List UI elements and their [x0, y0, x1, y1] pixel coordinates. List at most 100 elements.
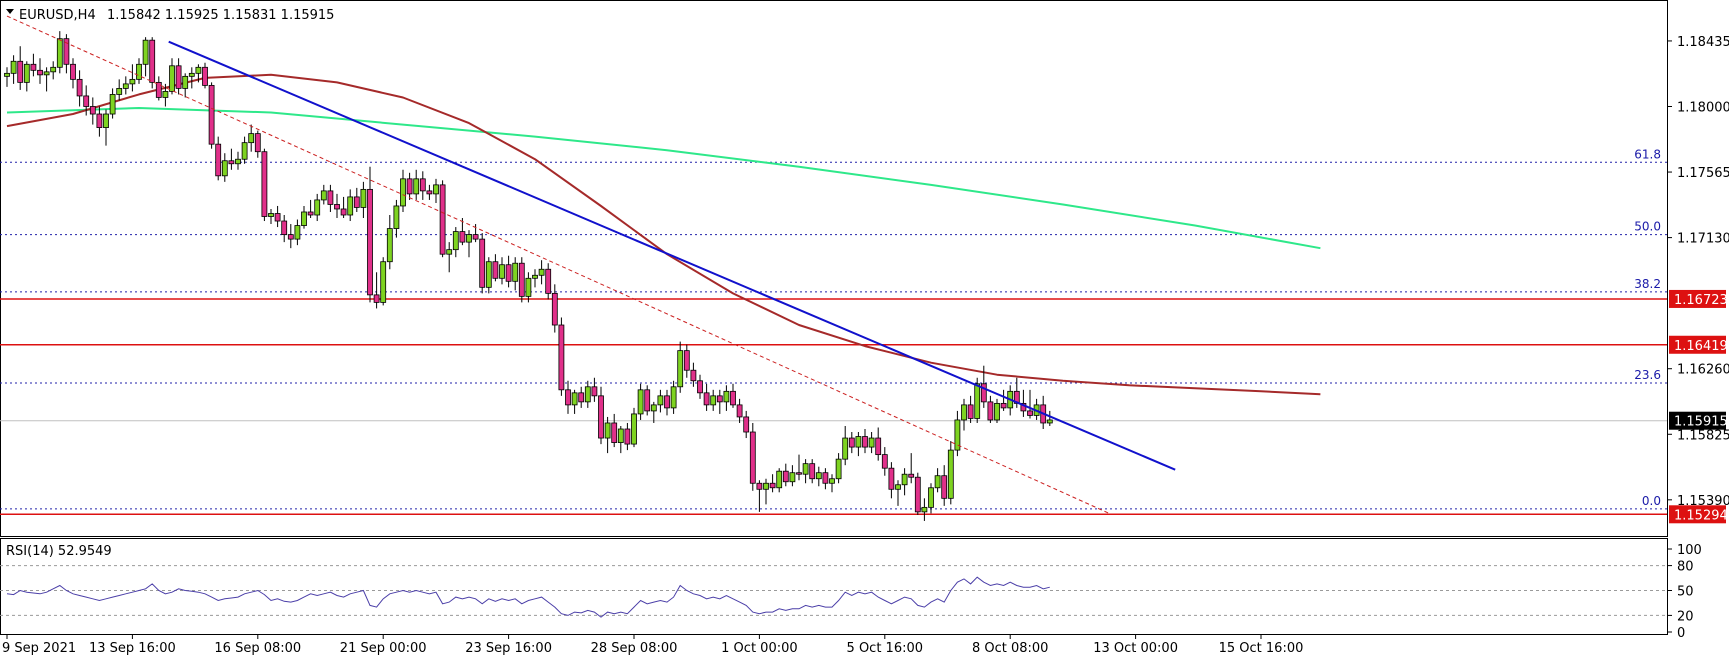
bear-candle-body: [578, 392, 585, 403]
time-tick-label: 28 Sep 08:00: [591, 641, 678, 656]
candle: [928, 483, 934, 514]
bull-candle-body: [776, 470, 783, 489]
candle: [532, 269, 538, 288]
candle: [314, 193, 321, 222]
candle: [571, 389, 578, 414]
candle: [683, 344, 690, 378]
candle: [406, 172, 413, 200]
bear-candle-body: [228, 160, 235, 165]
candle: [835, 453, 842, 484]
bear-candle-body: [426, 190, 433, 195]
price-level-tag: 1.15294: [1669, 505, 1728, 524]
bull-candle-body: [294, 225, 301, 240]
ohlc-label: 1.15842 1.15925 1.15831 1.15915: [107, 8, 334, 23]
bear-candle-body: [70, 63, 76, 80]
candle: [109, 88, 116, 119]
candle: [63, 34, 70, 74]
bull-candle-body: [248, 133, 255, 144]
rsi-tick-label: 50: [1677, 585, 1694, 600]
bull-candle-body: [928, 487, 934, 508]
candle: [202, 62, 208, 89]
candle: [749, 422, 756, 491]
fib-level-label: 23.6: [1634, 368, 1661, 382]
candle: [261, 148, 268, 222]
candle: [367, 166, 373, 303]
bull-candle-body: [188, 72, 195, 77]
bull-candle-body: [393, 205, 400, 229]
price-level-tag-label: 1.15294: [1674, 508, 1728, 523]
bull-candle-body: [835, 458, 842, 480]
candle: [274, 205, 281, 228]
candle: [611, 413, 618, 448]
candle: [895, 480, 901, 506]
bear-candle-body: [439, 184, 446, 255]
candle: [235, 151, 241, 170]
bull-candle-body: [314, 199, 321, 216]
time-tick-label: 9 Sep 2021: [2, 641, 76, 656]
bull-candle-body: [1046, 419, 1053, 424]
candle: [129, 64, 136, 92]
candle: [373, 272, 380, 309]
bear-candle-body: [202, 66, 208, 86]
bull-candle-body: [109, 94, 116, 115]
candle: [37, 58, 43, 84]
bear-candle-body: [30, 63, 37, 71]
bull-candle-body: [631, 413, 637, 445]
price-tick-label: 1.15825: [1677, 428, 1729, 443]
candle: [380, 257, 387, 306]
bull-candle-body: [4, 72, 10, 77]
candle: [624, 422, 631, 451]
price-level-tag-label: 1.16723: [1674, 293, 1728, 308]
bear-candle-body: [644, 389, 651, 412]
price-axis: 1.18435 1.18000 1.17565 1.17130 1.16260 1.158…: [1667, 35, 1729, 524]
candle: [565, 380, 571, 414]
bull-candle-body: [961, 404, 967, 421]
candle: [941, 465, 948, 506]
candle: [195, 64, 202, 83]
bull-candle-body: [723, 390, 730, 403]
fib-level-label: 50.0: [1634, 220, 1661, 234]
time-tick-label: 16 Sep 08:00: [214, 641, 301, 656]
bear-candle-body: [37, 69, 43, 76]
bear-candle-body: [287, 234, 294, 240]
bear-candle-body: [149, 39, 156, 83]
candle: [466, 230, 472, 258]
bear-candle-body: [697, 380, 703, 394]
current-price-tag-bg: [1669, 411, 1726, 430]
candle: [386, 215, 393, 270]
candle: [512, 257, 519, 291]
candle: [479, 233, 486, 294]
bear-candle-body: [307, 211, 314, 216]
candle: [334, 193, 340, 219]
candle: [30, 53, 37, 77]
candlesticks: [4, 31, 1053, 521]
candle: [538, 260, 545, 285]
bear-candle-body: [749, 431, 756, 484]
bear-candle-body: [459, 231, 466, 243]
candle: [254, 130, 261, 158]
bull-candle-body: [815, 472, 822, 480]
candle: [122, 76, 129, 95]
bull-candle-body: [901, 473, 908, 486]
candle: [710, 389, 717, 411]
chevron-down-icon[interactable]: [6, 9, 14, 14]
bull-candle-body: [657, 395, 664, 406]
candle: [182, 73, 189, 98]
bear-candle-body: [367, 188, 373, 296]
bear-candle-body: [730, 390, 736, 406]
bull-candle-body: [182, 75, 189, 89]
bear-candle-body: [908, 473, 915, 478]
price-tick-label: 1.18435: [1677, 35, 1729, 50]
candle: [769, 474, 776, 493]
bear-candle-body: [274, 213, 281, 222]
chart-header: EURUSD,H4 1.15842 1.15925 1.15831 1.1591…: [6, 8, 334, 23]
bear-candle-body: [862, 436, 868, 448]
bear-candle-body: [492, 261, 499, 279]
bear-candle-body: [175, 65, 182, 89]
candle: [505, 255, 512, 288]
candle: [650, 401, 657, 423]
candle: [50, 61, 57, 80]
candle: [525, 272, 532, 303]
bull-candle-body: [386, 228, 393, 263]
candle: [439, 180, 446, 258]
